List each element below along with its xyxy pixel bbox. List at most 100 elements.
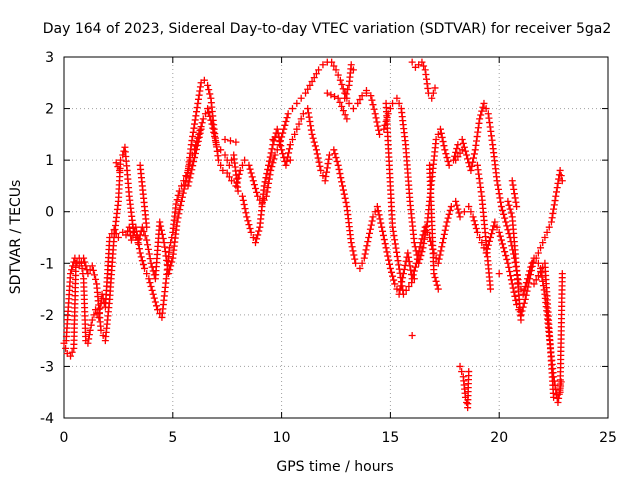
data-point xyxy=(307,122,315,130)
data-point xyxy=(217,161,225,169)
data-point xyxy=(493,177,501,185)
data-point xyxy=(356,96,364,104)
data-point xyxy=(441,146,449,154)
data-point xyxy=(510,288,518,296)
data-point xyxy=(435,255,443,263)
data-point xyxy=(139,261,147,269)
data-point xyxy=(247,169,255,177)
data-point xyxy=(177,202,185,210)
data-point xyxy=(461,147,469,155)
data-point xyxy=(276,138,284,146)
data-point xyxy=(369,213,377,221)
data-point xyxy=(431,273,439,281)
data-point xyxy=(382,244,390,252)
data-point xyxy=(454,141,462,149)
data-point xyxy=(265,161,273,169)
data-point xyxy=(80,254,88,262)
data-point xyxy=(554,399,562,407)
data-point xyxy=(445,210,453,218)
data-point xyxy=(447,203,455,211)
data-point xyxy=(405,282,413,290)
data-point xyxy=(341,94,349,102)
data-point xyxy=(228,177,236,185)
x-tick-label: 25 xyxy=(599,430,617,446)
data-point xyxy=(175,210,183,218)
data-point xyxy=(524,283,532,291)
data-point xyxy=(274,129,282,137)
data-point xyxy=(342,198,350,206)
data-point xyxy=(358,259,366,267)
data-point xyxy=(434,130,442,138)
data-point xyxy=(149,290,157,298)
x-axis-label: GPS time / hours xyxy=(276,459,393,475)
data-point xyxy=(206,90,214,98)
data-point xyxy=(269,159,277,167)
data-point xyxy=(507,209,515,217)
data-point xyxy=(557,172,565,180)
data-point xyxy=(465,368,473,376)
data-point xyxy=(157,226,165,234)
data-point xyxy=(410,239,418,247)
data-point xyxy=(502,252,510,260)
data-point xyxy=(558,270,566,278)
data-point xyxy=(429,89,437,97)
data-point xyxy=(495,228,503,236)
data-point xyxy=(132,234,140,241)
data-point xyxy=(490,222,498,230)
data-point xyxy=(211,132,219,140)
data-point xyxy=(374,122,382,130)
data-point xyxy=(420,227,428,235)
data-point xyxy=(476,234,484,241)
data-point xyxy=(439,235,447,243)
data-point xyxy=(500,210,508,218)
data-point xyxy=(89,266,97,274)
data-point xyxy=(496,232,504,240)
data-point xyxy=(207,116,215,124)
data-point xyxy=(338,178,346,186)
data-point xyxy=(389,223,397,231)
data-point xyxy=(356,264,364,272)
data-point xyxy=(199,115,207,123)
data-point xyxy=(503,222,511,230)
data-point xyxy=(517,316,525,324)
data-point xyxy=(421,66,429,74)
data-point xyxy=(439,239,447,247)
data-point xyxy=(470,217,478,225)
data-point xyxy=(504,259,512,267)
data-point xyxy=(482,105,490,113)
data-point xyxy=(369,101,377,109)
data-point xyxy=(378,223,386,231)
data-point xyxy=(297,115,305,123)
data-point xyxy=(432,277,440,285)
data-point xyxy=(408,58,416,66)
data-point xyxy=(283,157,291,165)
data-point xyxy=(386,260,394,268)
data-point xyxy=(349,105,357,113)
data-point xyxy=(325,155,333,163)
data-point xyxy=(367,221,375,229)
data-point xyxy=(324,160,332,168)
data-point xyxy=(384,252,392,260)
data-point xyxy=(486,285,494,293)
data-point xyxy=(442,222,450,230)
data-point xyxy=(305,113,313,121)
data-point xyxy=(459,139,467,147)
data-point xyxy=(225,161,233,169)
data-point xyxy=(497,236,505,244)
data-point xyxy=(434,259,442,267)
data-point xyxy=(136,231,144,239)
data-point xyxy=(239,196,247,204)
data-point xyxy=(246,165,254,173)
data-point xyxy=(375,126,383,134)
data-point xyxy=(463,151,471,159)
data-point xyxy=(85,335,93,343)
data-point xyxy=(347,239,355,247)
data-point xyxy=(380,125,388,133)
data-point xyxy=(393,253,401,261)
data-point xyxy=(512,198,520,206)
data-point xyxy=(189,128,197,136)
data-point xyxy=(368,217,376,225)
data-point xyxy=(376,215,384,223)
data-point xyxy=(143,270,151,278)
data-point xyxy=(178,193,186,201)
